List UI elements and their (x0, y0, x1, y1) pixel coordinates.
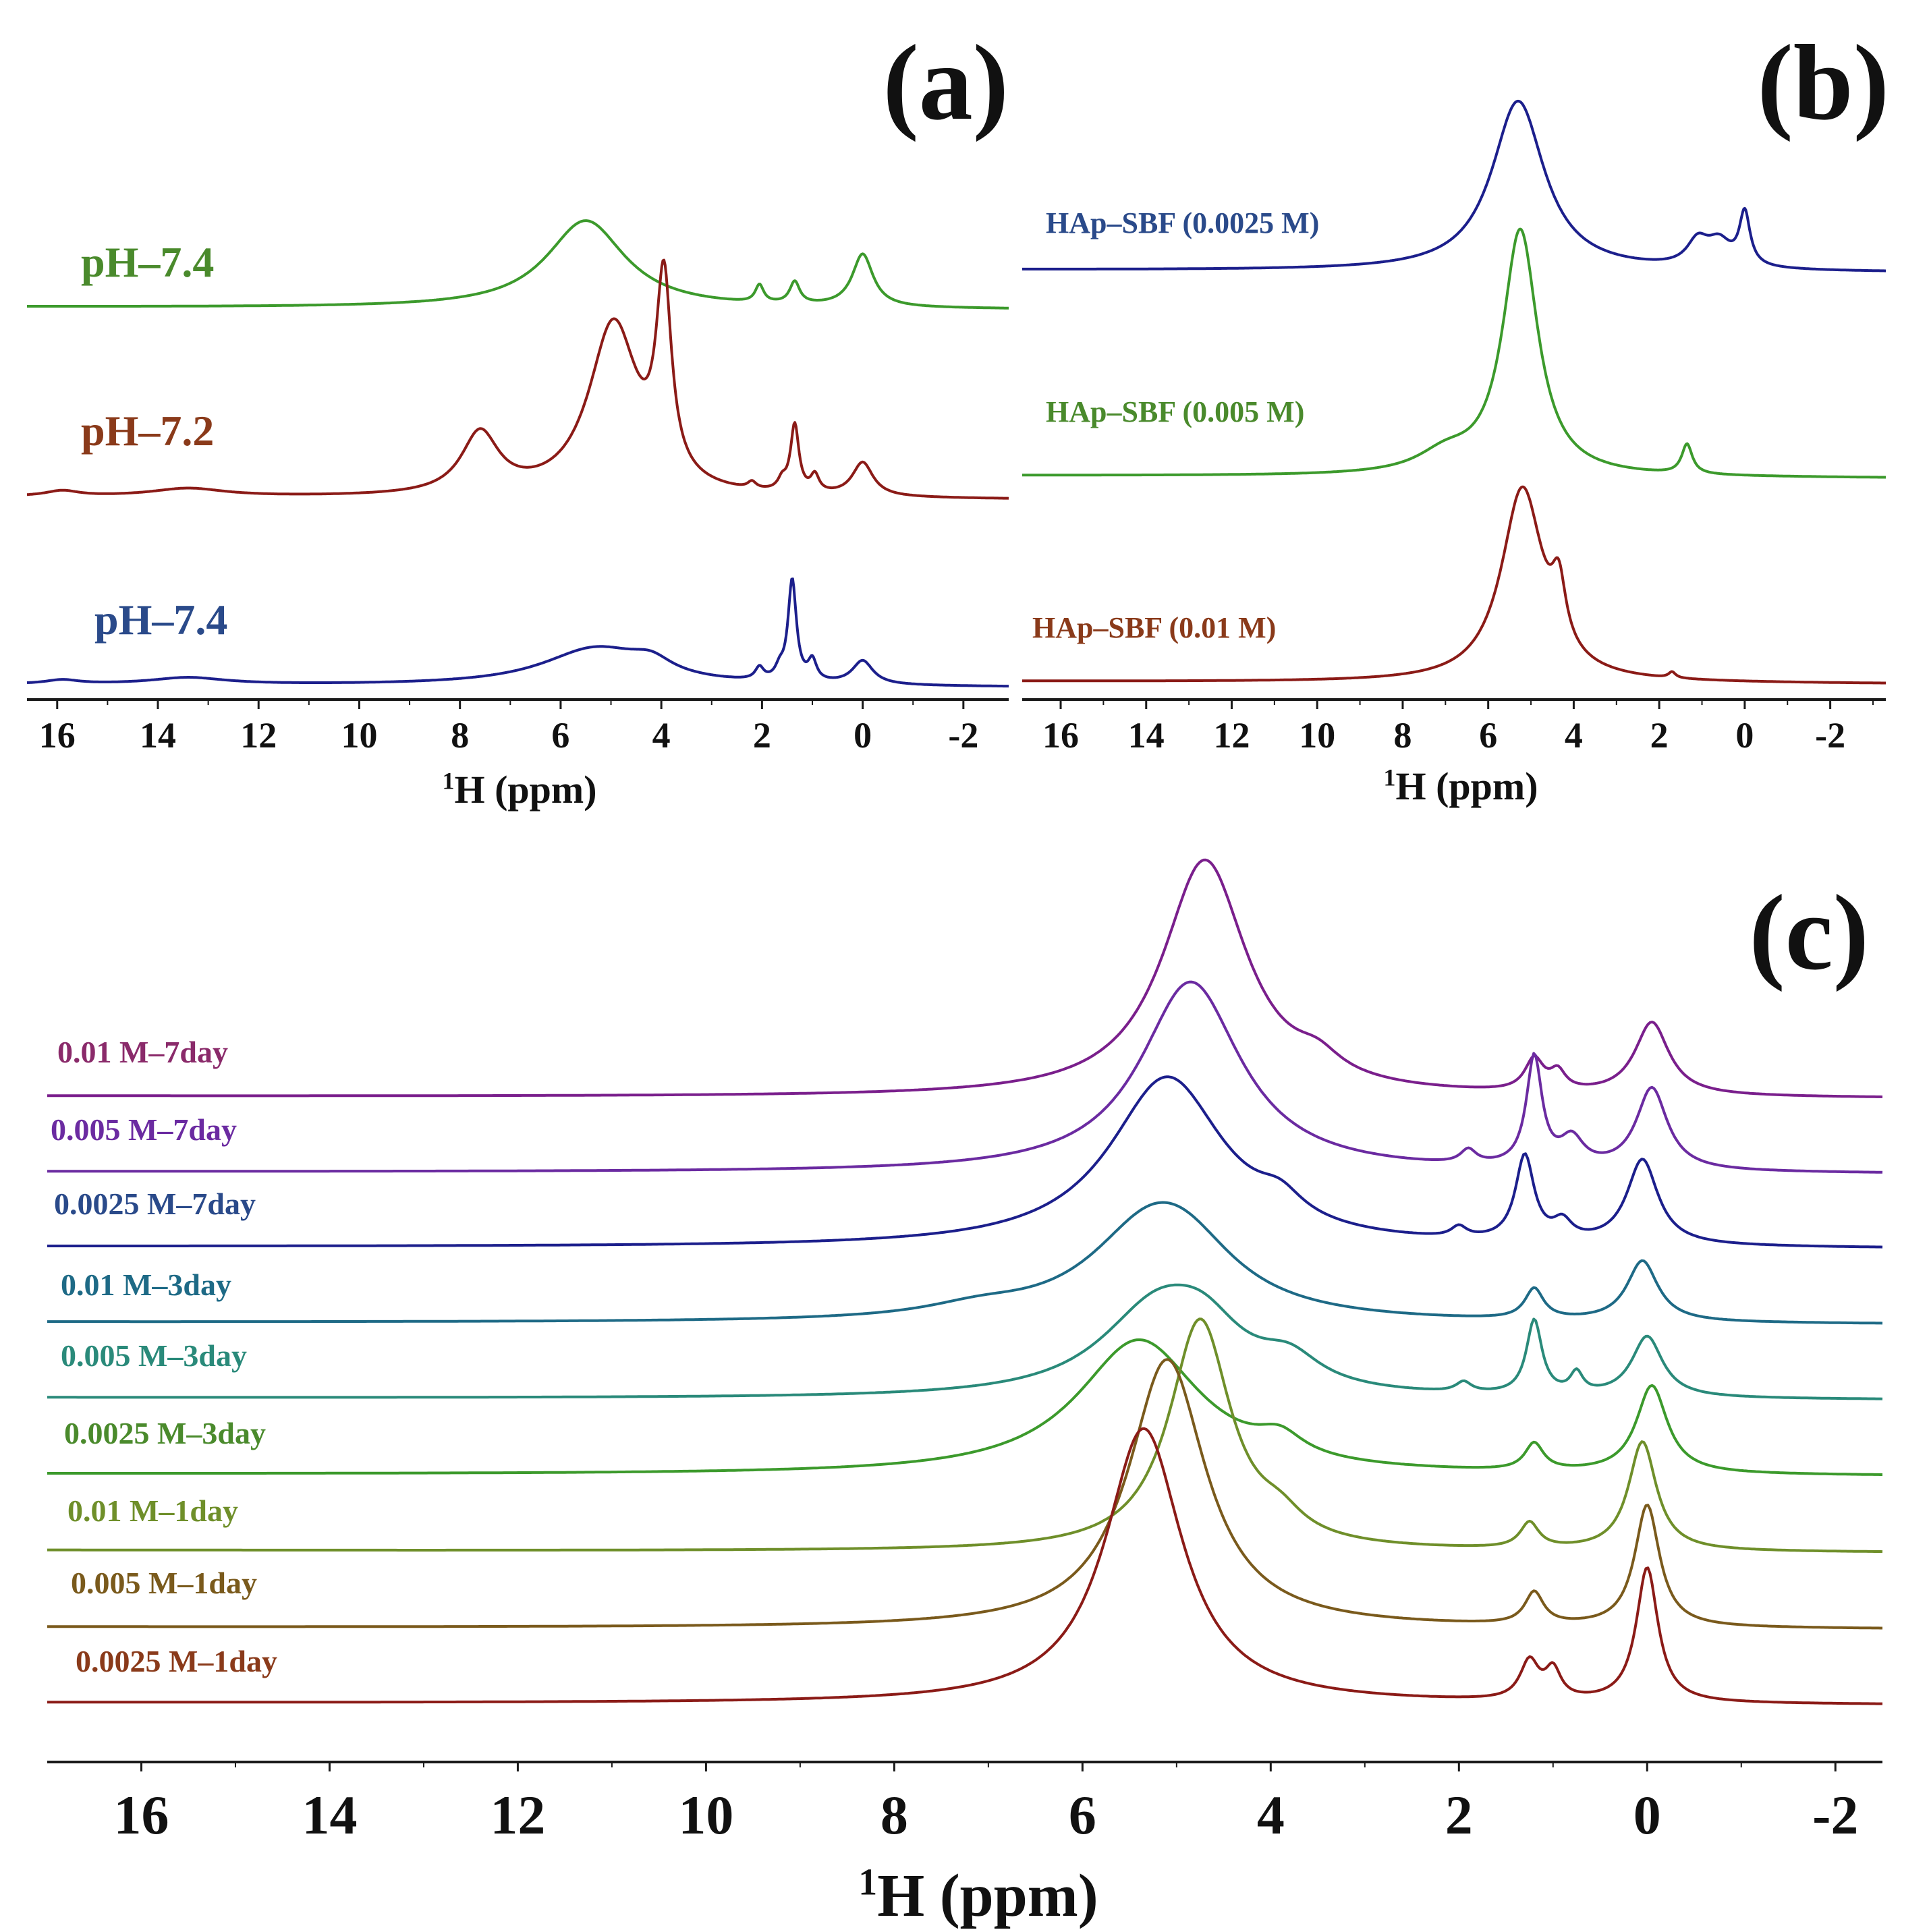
series-label-b-2: HAp–SBF (0.01 M) (1032, 611, 1276, 644)
x-tick-label-a-6: 4 (652, 715, 671, 756)
series-label-c-5: 0.0025 M–3day (64, 1416, 266, 1450)
spectrum-line-c-7 (47, 1358, 1882, 1630)
spectrum-line-b-2 (1022, 485, 1886, 685)
panel-b: (b) HAp–SBF (0.0025 M) HAp–SBF (0.005 M) HA… (1022, 22, 1889, 808)
x-tick-label-a-4: 8 (451, 715, 469, 756)
x-tick-label-c-9: -2 (1812, 1784, 1858, 1846)
series-label-b-0: HAp–SBF (0.0025 M) (1046, 206, 1319, 239)
spectrum-line-c-4 (47, 1283, 1883, 1400)
spectrum-line-b-0 (1022, 99, 1886, 273)
x-axis-label-c: 1H (ppm) (858, 1862, 1098, 1929)
x-tick-label-b-7: 2 (1650, 715, 1669, 756)
x-tick-label-b-4: 8 (1393, 715, 1411, 756)
x-axis-label-main-c: H (ppm) (877, 1863, 1098, 1929)
x-tick-label-c-5: 6 (1069, 1784, 1096, 1846)
x-tick-label-a-8: 0 (854, 715, 872, 756)
x-tick-label-b-8: 0 (1735, 715, 1754, 756)
x-tick-label-b-9: -2 (1815, 715, 1845, 756)
x-tick-label-b-5: 6 (1479, 715, 1497, 756)
spectrum-line-a-2 (26, 577, 1009, 688)
series-label-c-4: 0.005 M–3day (61, 1338, 247, 1373)
series-label-c-7: 0.005 M–1day (71, 1566, 257, 1600)
x-axis-label-sup-a: 1 (442, 768, 454, 795)
x-tick-label-c-8: 0 (1633, 1784, 1661, 1846)
x-tick-label-c-4: 8 (880, 1784, 908, 1846)
x-tick-label-a-3: 10 (341, 715, 377, 756)
x-tick-label-c-7: 2 (1445, 1784, 1473, 1846)
series-label-c-3: 0.01 M–3day (61, 1268, 231, 1302)
spectrum-line-c-8 (47, 1427, 1882, 1705)
x-tick-label-b-3: 10 (1299, 715, 1335, 756)
series-label-a-2: pH–7.4 (94, 596, 227, 644)
spectrum-line-a-1 (26, 258, 1009, 500)
series-label-c-1: 0.005 M–7day (51, 1112, 237, 1147)
series-label-c-6: 0.01 M–1day (67, 1494, 238, 1528)
x-tick-label-c-1: 14 (302, 1784, 357, 1846)
series-label-b-1: HAp–SBF (0.005 M) (1046, 395, 1304, 428)
series-label-c-2: 0.0025 M–7day (54, 1187, 256, 1221)
x-tick-label-a-1: 14 (140, 715, 176, 756)
x-tick-label-a-0: 16 (39, 715, 76, 756)
spectrum-line-c-0 (47, 858, 1883, 1098)
x-tick-label-b-1: 14 (1128, 715, 1165, 756)
panel-c: (c) 0.01 M–7day 0.005 M–7day 0.0025 M–7day 0… (47, 858, 1883, 1929)
series-label-a-1: pH–7.2 (81, 407, 214, 455)
x-axis-label-sup-c: 1 (858, 1862, 877, 1904)
x-axis-label-main-a: H (ppm) (454, 768, 596, 812)
x-tick-label-b-6: 4 (1565, 715, 1583, 756)
x-tick-label-a-2: 12 (240, 715, 277, 756)
panel-label-a: (a) (883, 22, 1009, 142)
spectrum-line-c-1 (47, 980, 1883, 1174)
panel-label-c: (c) (1749, 872, 1869, 992)
x-tick-label-a-9: -2 (948, 715, 978, 756)
spectrum-line-a-0 (26, 219, 1009, 310)
x-axis-label-a: 1H (ppm) (442, 768, 596, 812)
x-tick-label-c-2: 12 (490, 1784, 545, 1846)
x-tick-label-b-0: 16 (1042, 715, 1079, 756)
panel-label-b: (b) (1757, 22, 1889, 142)
x-axis-label-b: 1H (ppm) (1383, 764, 1538, 808)
x-axis-label-sup-b: 1 (1383, 764, 1395, 791)
x-tick-label-c-0: 16 (113, 1784, 169, 1846)
spectrum-line-c-6 (47, 1317, 1883, 1554)
series-label-c-0: 0.01 M–7day (57, 1035, 228, 1069)
x-tick-label-b-2: 12 (1213, 715, 1250, 756)
x-axis-label-main-b: H (ppm) (1395, 764, 1538, 808)
x-tick-label-a-5: 6 (551, 715, 569, 756)
x-tick-label-c-3: 10 (678, 1784, 733, 1846)
series-label-a-0: pH–7.4 (81, 238, 214, 286)
series-label-c-8: 0.0025 M–1day (76, 1644, 277, 1678)
spectrum-line-b-1 (1022, 227, 1886, 479)
spectrum-line-c-2 (47, 1075, 1883, 1249)
x-tick-label-c-6: 4 (1257, 1784, 1285, 1846)
panel-a: (a) pH–7.4 pH–7.2 pH–7.4 16 14 12 10 8 6 4 2 0 -2 1H (… (26, 22, 1009, 812)
x-tick-label-a-7: 2 (753, 715, 771, 756)
spectrum-line-c-5 (47, 1338, 1882, 1476)
spectrum-line-c-3 (47, 1201, 1883, 1325)
